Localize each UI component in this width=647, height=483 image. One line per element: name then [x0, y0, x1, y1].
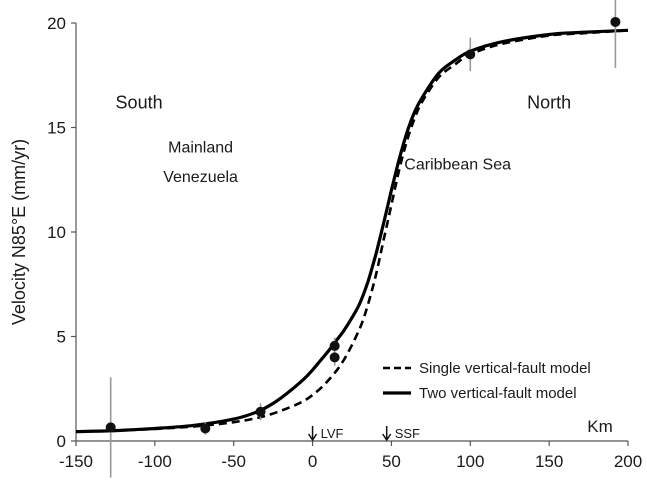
fault-arrow-head [382, 433, 392, 442]
x-tick-label: -150 [59, 452, 93, 471]
legend-entry: Two vertical-fault model [419, 385, 577, 402]
x-tick-label: 0 [308, 452, 317, 471]
region-label: South [116, 93, 163, 113]
legend: Single vertical-fault model Two vertical-… [383, 360, 591, 402]
region-label: Mainland [168, 140, 233, 157]
x-tick-label: 50 [382, 452, 401, 471]
x-tick-label: 200 [614, 452, 642, 471]
y-tick-label: 20 [47, 14, 66, 33]
y-tick-label: 5 [57, 328, 66, 347]
observation-points [105, 0, 621, 478]
observation-point [105, 422, 116, 433]
fault-label: SSF [395, 426, 420, 441]
region-label: Caribbean Sea [404, 156, 511, 173]
region-label: North [527, 93, 571, 113]
axes: -150 -100 -50 0 50 100 150 200 0 5 10 15 20 Velocity … [9, 14, 642, 471]
observation-point [610, 16, 621, 27]
observation-point [255, 406, 266, 417]
y-axis-label: Velocity N85°E (mm/yr) [9, 139, 29, 325]
fault-arrow-head [307, 433, 318, 442]
x-tick-label: 150 [535, 452, 563, 471]
fault-label: LVF [321, 426, 344, 441]
region-label: Venezuela [163, 169, 238, 186]
x-tick-label: -50 [221, 452, 246, 471]
observation-point [200, 423, 211, 434]
y-tick-label: 15 [47, 119, 66, 138]
observation-point [329, 352, 340, 363]
annotations: South North Mainland Venezuela Caribbean Sea [116, 93, 572, 186]
observation-point [465, 49, 476, 60]
x-axis-label: Km [587, 417, 613, 436]
y-tick-label: 10 [47, 223, 66, 242]
observation-point [329, 340, 340, 351]
x-tick-label: 100 [456, 452, 484, 471]
y-tick-label: 0 [57, 432, 66, 451]
x-tick-label: -100 [138, 452, 172, 471]
legend-entry: Single vertical-fault model [419, 360, 591, 377]
